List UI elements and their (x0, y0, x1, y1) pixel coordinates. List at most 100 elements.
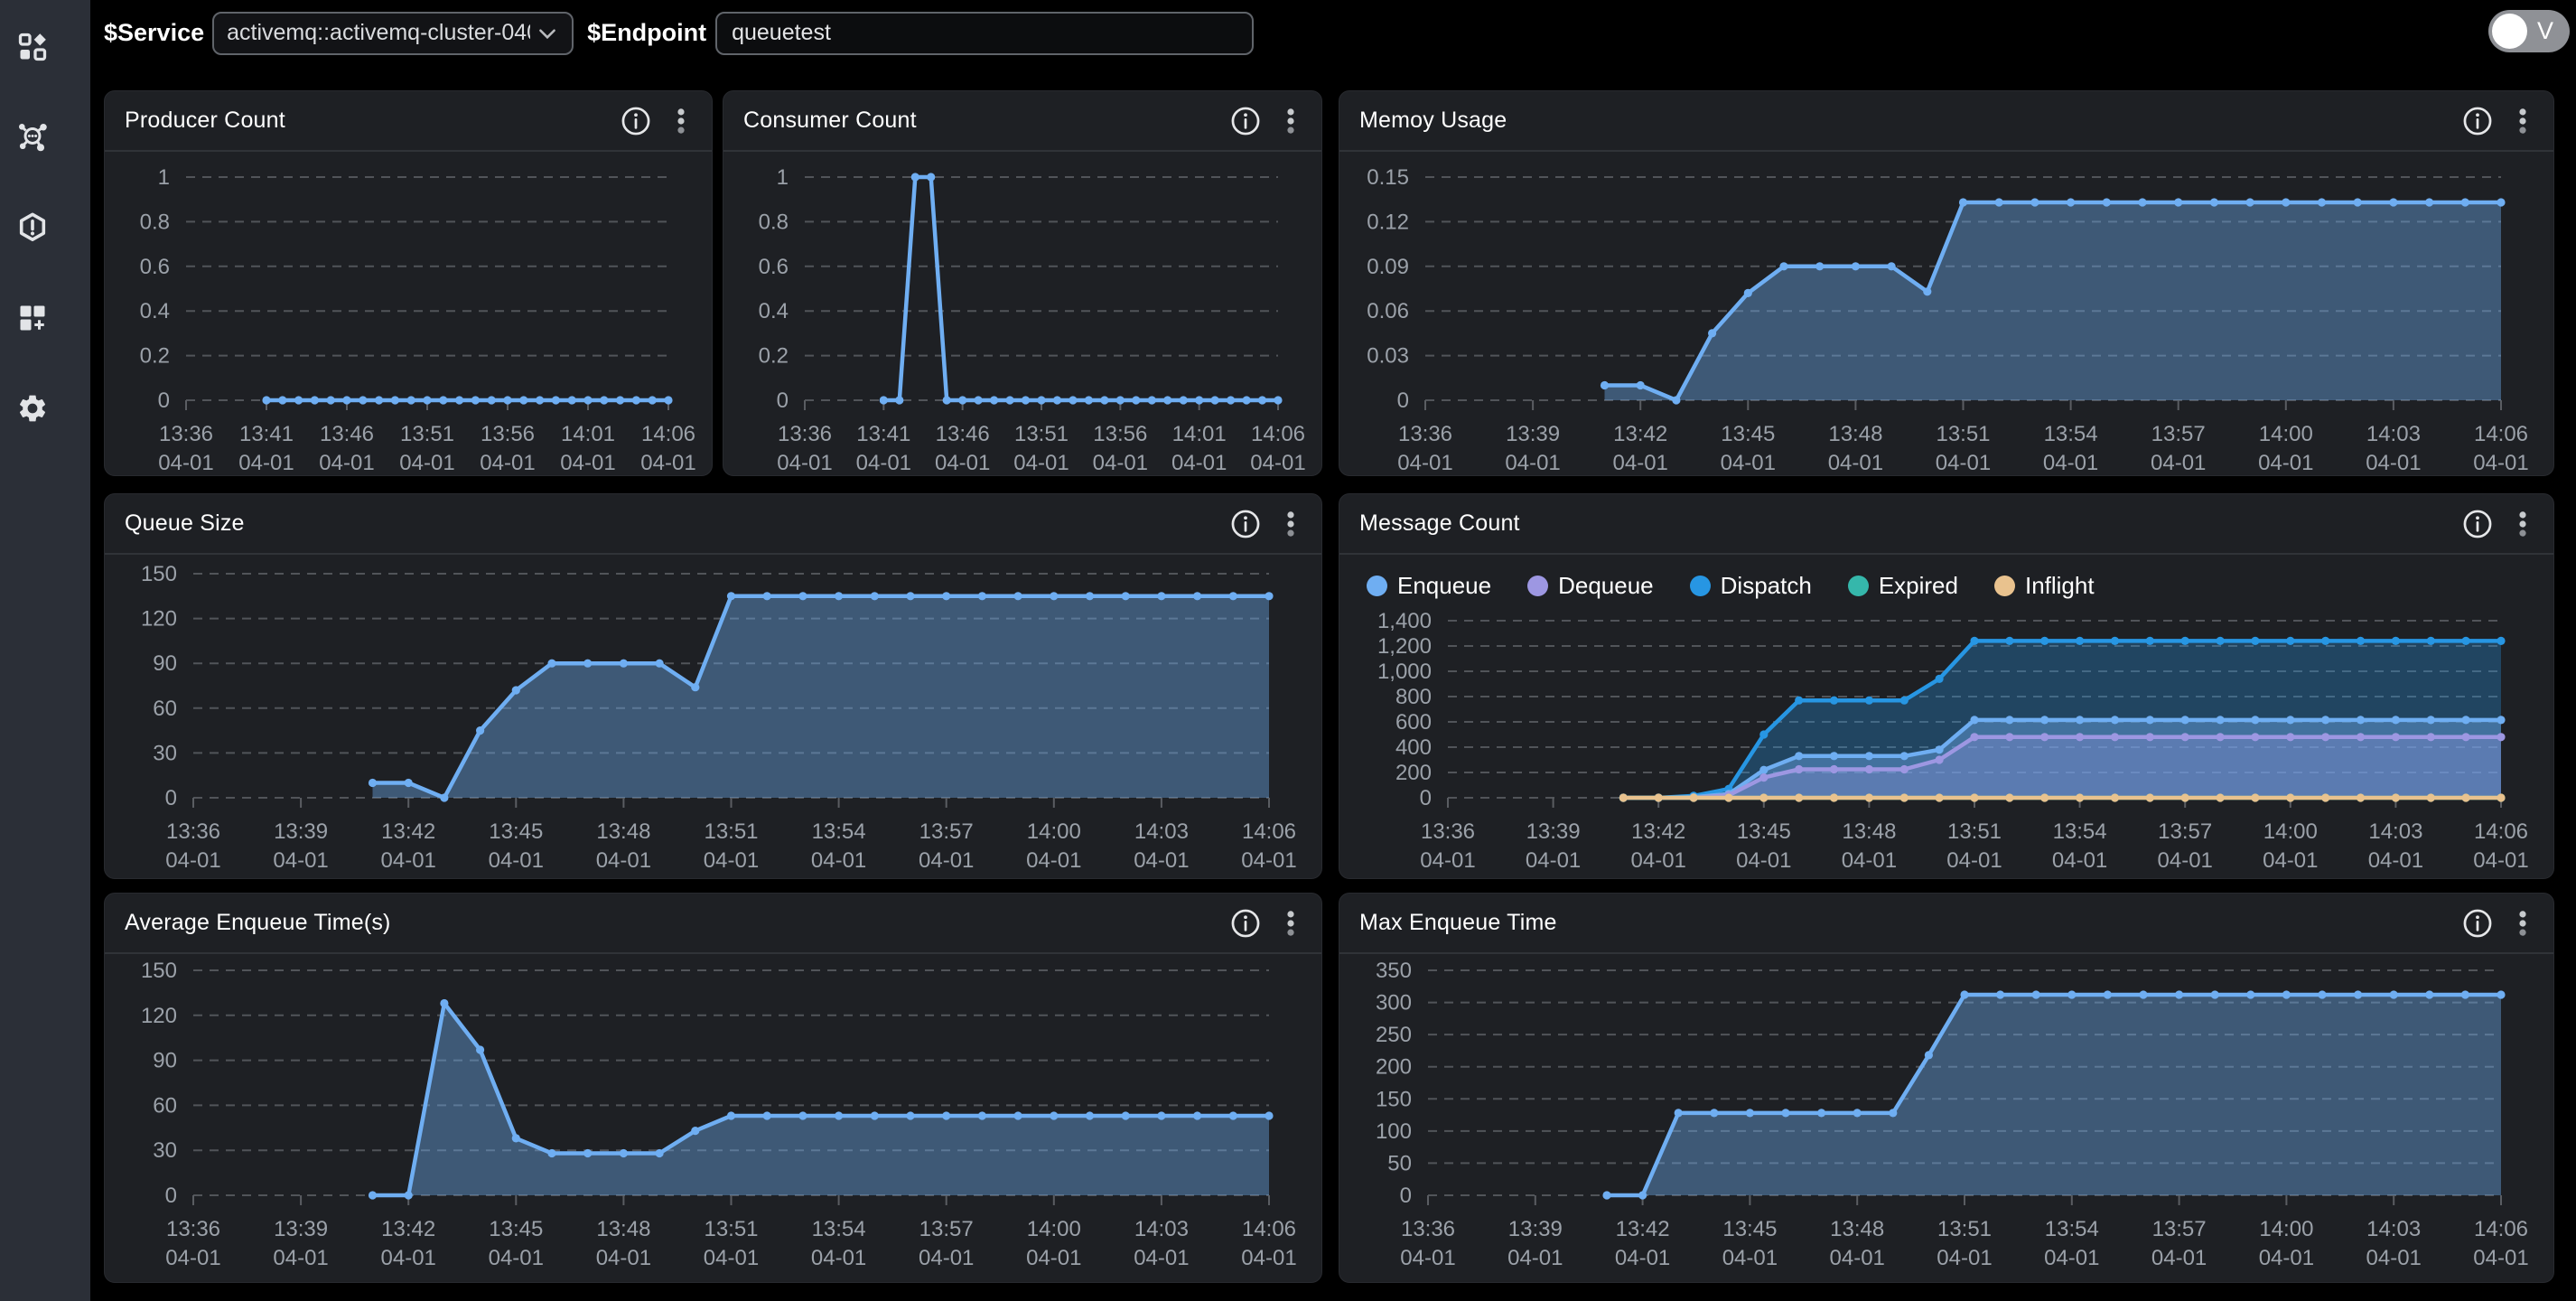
average-enqueue-time-chart[interactable]: 150 120 90 60 30 0 13:36 04-01 13:39 04-01 13:42 04… (105, 953, 1321, 1282)
svg-text:04-01: 04-01 (165, 848, 220, 873)
svg-text:04-01: 04-01 (811, 848, 866, 873)
variables-toggle[interactable]: V (2488, 10, 2570, 52)
svg-text:60: 60 (153, 697, 177, 721)
apps-icon[interactable] (14, 29, 51, 65)
svg-text:13:51: 13:51 (704, 819, 758, 844)
svg-text:13:51: 13:51 (1947, 819, 2002, 844)
svg-text:0.8: 0.8 (140, 210, 170, 234)
svg-text:04-01: 04-01 (273, 1246, 328, 1270)
panel-header: Max Enqueue Time (1339, 894, 2553, 954)
svg-text:04-01: 04-01 (919, 848, 974, 873)
topology-icon[interactable] (14, 119, 51, 155)
svg-text:04-01: 04-01 (1828, 451, 1883, 475)
kebab-menu-icon[interactable] (665, 105, 697, 137)
svg-text:04-01: 04-01 (1026, 1246, 1081, 1270)
producer-count-chart[interactable]: 1 0.8 0.6 0.4 0.2 0 13:36 04-01 13:41 04-01 13:46 0… (105, 151, 712, 475)
legend-item-expired[interactable]: Expired (1847, 572, 1958, 600)
svg-text:13:54: 13:54 (2045, 1217, 2099, 1241)
kebab-menu-icon[interactable] (1274, 105, 1307, 137)
info-icon[interactable] (1229, 907, 1262, 940)
kebab-menu-icon[interactable] (2506, 105, 2539, 137)
svg-text:04-01: 04-01 (1936, 451, 1991, 475)
svg-text:04-01: 04-01 (1171, 451, 1227, 475)
info-icon[interactable] (1229, 508, 1262, 540)
panel-producer-count: Producer Count 1 0.8 0.6 0.4 0.2 0 13:36 04-01 1… (104, 90, 713, 476)
legend-label: Dequeue (1558, 572, 1654, 599)
legend-dot (1847, 576, 1869, 596)
svg-text:13:48: 13:48 (1842, 819, 1896, 844)
svg-text:04-01: 04-01 (1946, 848, 2002, 873)
svg-text:0.12: 0.12 (1367, 210, 1409, 234)
svg-text:04-01: 04-01 (1842, 848, 1897, 873)
svg-text:04-01: 04-01 (2044, 1246, 2099, 1270)
svg-text:30: 30 (153, 1138, 177, 1163)
svg-text:13:51: 13:51 (1937, 1217, 1992, 1241)
svg-text:04-01: 04-01 (2366, 1246, 2422, 1270)
legend-dot (1527, 576, 1549, 596)
svg-text:13:42: 13:42 (1613, 422, 1667, 446)
panel-header: Average Enqueue Time(s) (105, 894, 1321, 954)
svg-text:04-01: 04-01 (1613, 451, 1668, 475)
info-icon[interactable] (620, 105, 652, 137)
chevron-down-icon (539, 28, 555, 39)
kebab-menu-icon[interactable] (2506, 508, 2539, 540)
svg-text:04-01: 04-01 (319, 451, 374, 475)
svg-text:14:03: 14:03 (1134, 1217, 1189, 1241)
svg-text:14:06: 14:06 (641, 422, 695, 446)
svg-text:04-01: 04-01 (1013, 451, 1069, 475)
service-dropdown[interactable]: activemq::activemq-cluster-040 (212, 11, 574, 55)
legend-dot (1367, 576, 1387, 596)
svg-text:04-01: 04-01 (777, 451, 832, 475)
svg-text:0.4: 0.4 (759, 299, 789, 323)
toggle-knob (2492, 14, 2527, 49)
info-icon[interactable] (2461, 907, 2494, 940)
panel-title: Memoy Usage (1359, 108, 1507, 133)
svg-text:04-01: 04-01 (1937, 1246, 1992, 1270)
legend-item-enqueue[interactable]: Enqueue (1367, 572, 1491, 600)
kebab-menu-icon[interactable] (1274, 907, 1307, 940)
memory-usage-chart[interactable]: 0.15 0.12 0.09 0.06 0.03 0 13:36 04-01 13:39 04-0… (1339, 151, 2553, 475)
svg-text:13:48: 13:48 (1828, 422, 1882, 446)
svg-text:13:39: 13:39 (1508, 1217, 1563, 1241)
svg-text:400: 400 (1395, 735, 1432, 760)
svg-text:14:01: 14:01 (561, 422, 615, 446)
info-icon[interactable] (2461, 105, 2494, 137)
kebab-menu-icon[interactable] (2506, 907, 2539, 940)
svg-text:13:41: 13:41 (856, 422, 910, 446)
svg-text:13:36: 13:36 (1398, 422, 1452, 446)
svg-text:04-01: 04-01 (811, 1246, 866, 1270)
legend-dot (1993, 576, 2015, 596)
svg-text:1,400: 1,400 (1377, 609, 1432, 633)
svg-text:30: 30 (153, 741, 177, 765)
svg-text:13:45: 13:45 (489, 819, 543, 844)
max-enqueue-time-chart[interactable]: 350 300 250 200 150 100 50 0 13:36 04-01 13:39 04-0… (1339, 953, 2553, 1282)
svg-text:04-01: 04-01 (2258, 451, 2313, 475)
legend-item-dispatch[interactable]: Dispatch (1689, 572, 1812, 600)
svg-text:0: 0 (1400, 1184, 1412, 1208)
svg-text:13:54: 13:54 (2044, 422, 2098, 446)
endpoint-input[interactable] (715, 11, 1255, 55)
queue-size-chart[interactable]: 150 120 90 60 30 0 13:36 04-01 13:39 04-01 13:42 04… (105, 554, 1321, 878)
info-icon[interactable] (2461, 508, 2494, 540)
settings-gear-icon[interactable] (14, 390, 51, 426)
consumer-count-chart[interactable]: 1 0.8 0.6 0.4 0.2 0 13:36 04-01 13:41 04-01 13:46 0… (723, 151, 1321, 475)
svg-text:300: 300 (1376, 991, 1412, 1016)
svg-text:04-01: 04-01 (704, 1246, 759, 1270)
service-dropdown-value: activemq::activemq-cluster-040 (227, 20, 531, 45)
svg-text:0.03: 0.03 (1367, 344, 1409, 369)
legend-item-dequeue[interactable]: Dequeue (1527, 572, 1654, 600)
svg-text:13:57: 13:57 (919, 819, 974, 844)
legend-item-inflight[interactable]: Inflight (1993, 572, 2095, 600)
kebab-menu-icon[interactable] (1274, 508, 1307, 540)
alert-hexagon-icon[interactable] (14, 210, 51, 246)
svg-text:04-01: 04-01 (1241, 848, 1296, 873)
svg-text:13:45: 13:45 (1737, 819, 1791, 844)
info-icon[interactable] (1229, 105, 1262, 137)
svg-text:13:48: 13:48 (596, 1217, 650, 1241)
add-dashboard-icon[interactable] (14, 300, 51, 336)
svg-text:13:45: 13:45 (489, 1217, 543, 1241)
svg-text:04-01: 04-01 (1026, 848, 1081, 873)
svg-text:150: 150 (1376, 1087, 1412, 1111)
svg-text:04-01: 04-01 (2151, 1246, 2207, 1270)
